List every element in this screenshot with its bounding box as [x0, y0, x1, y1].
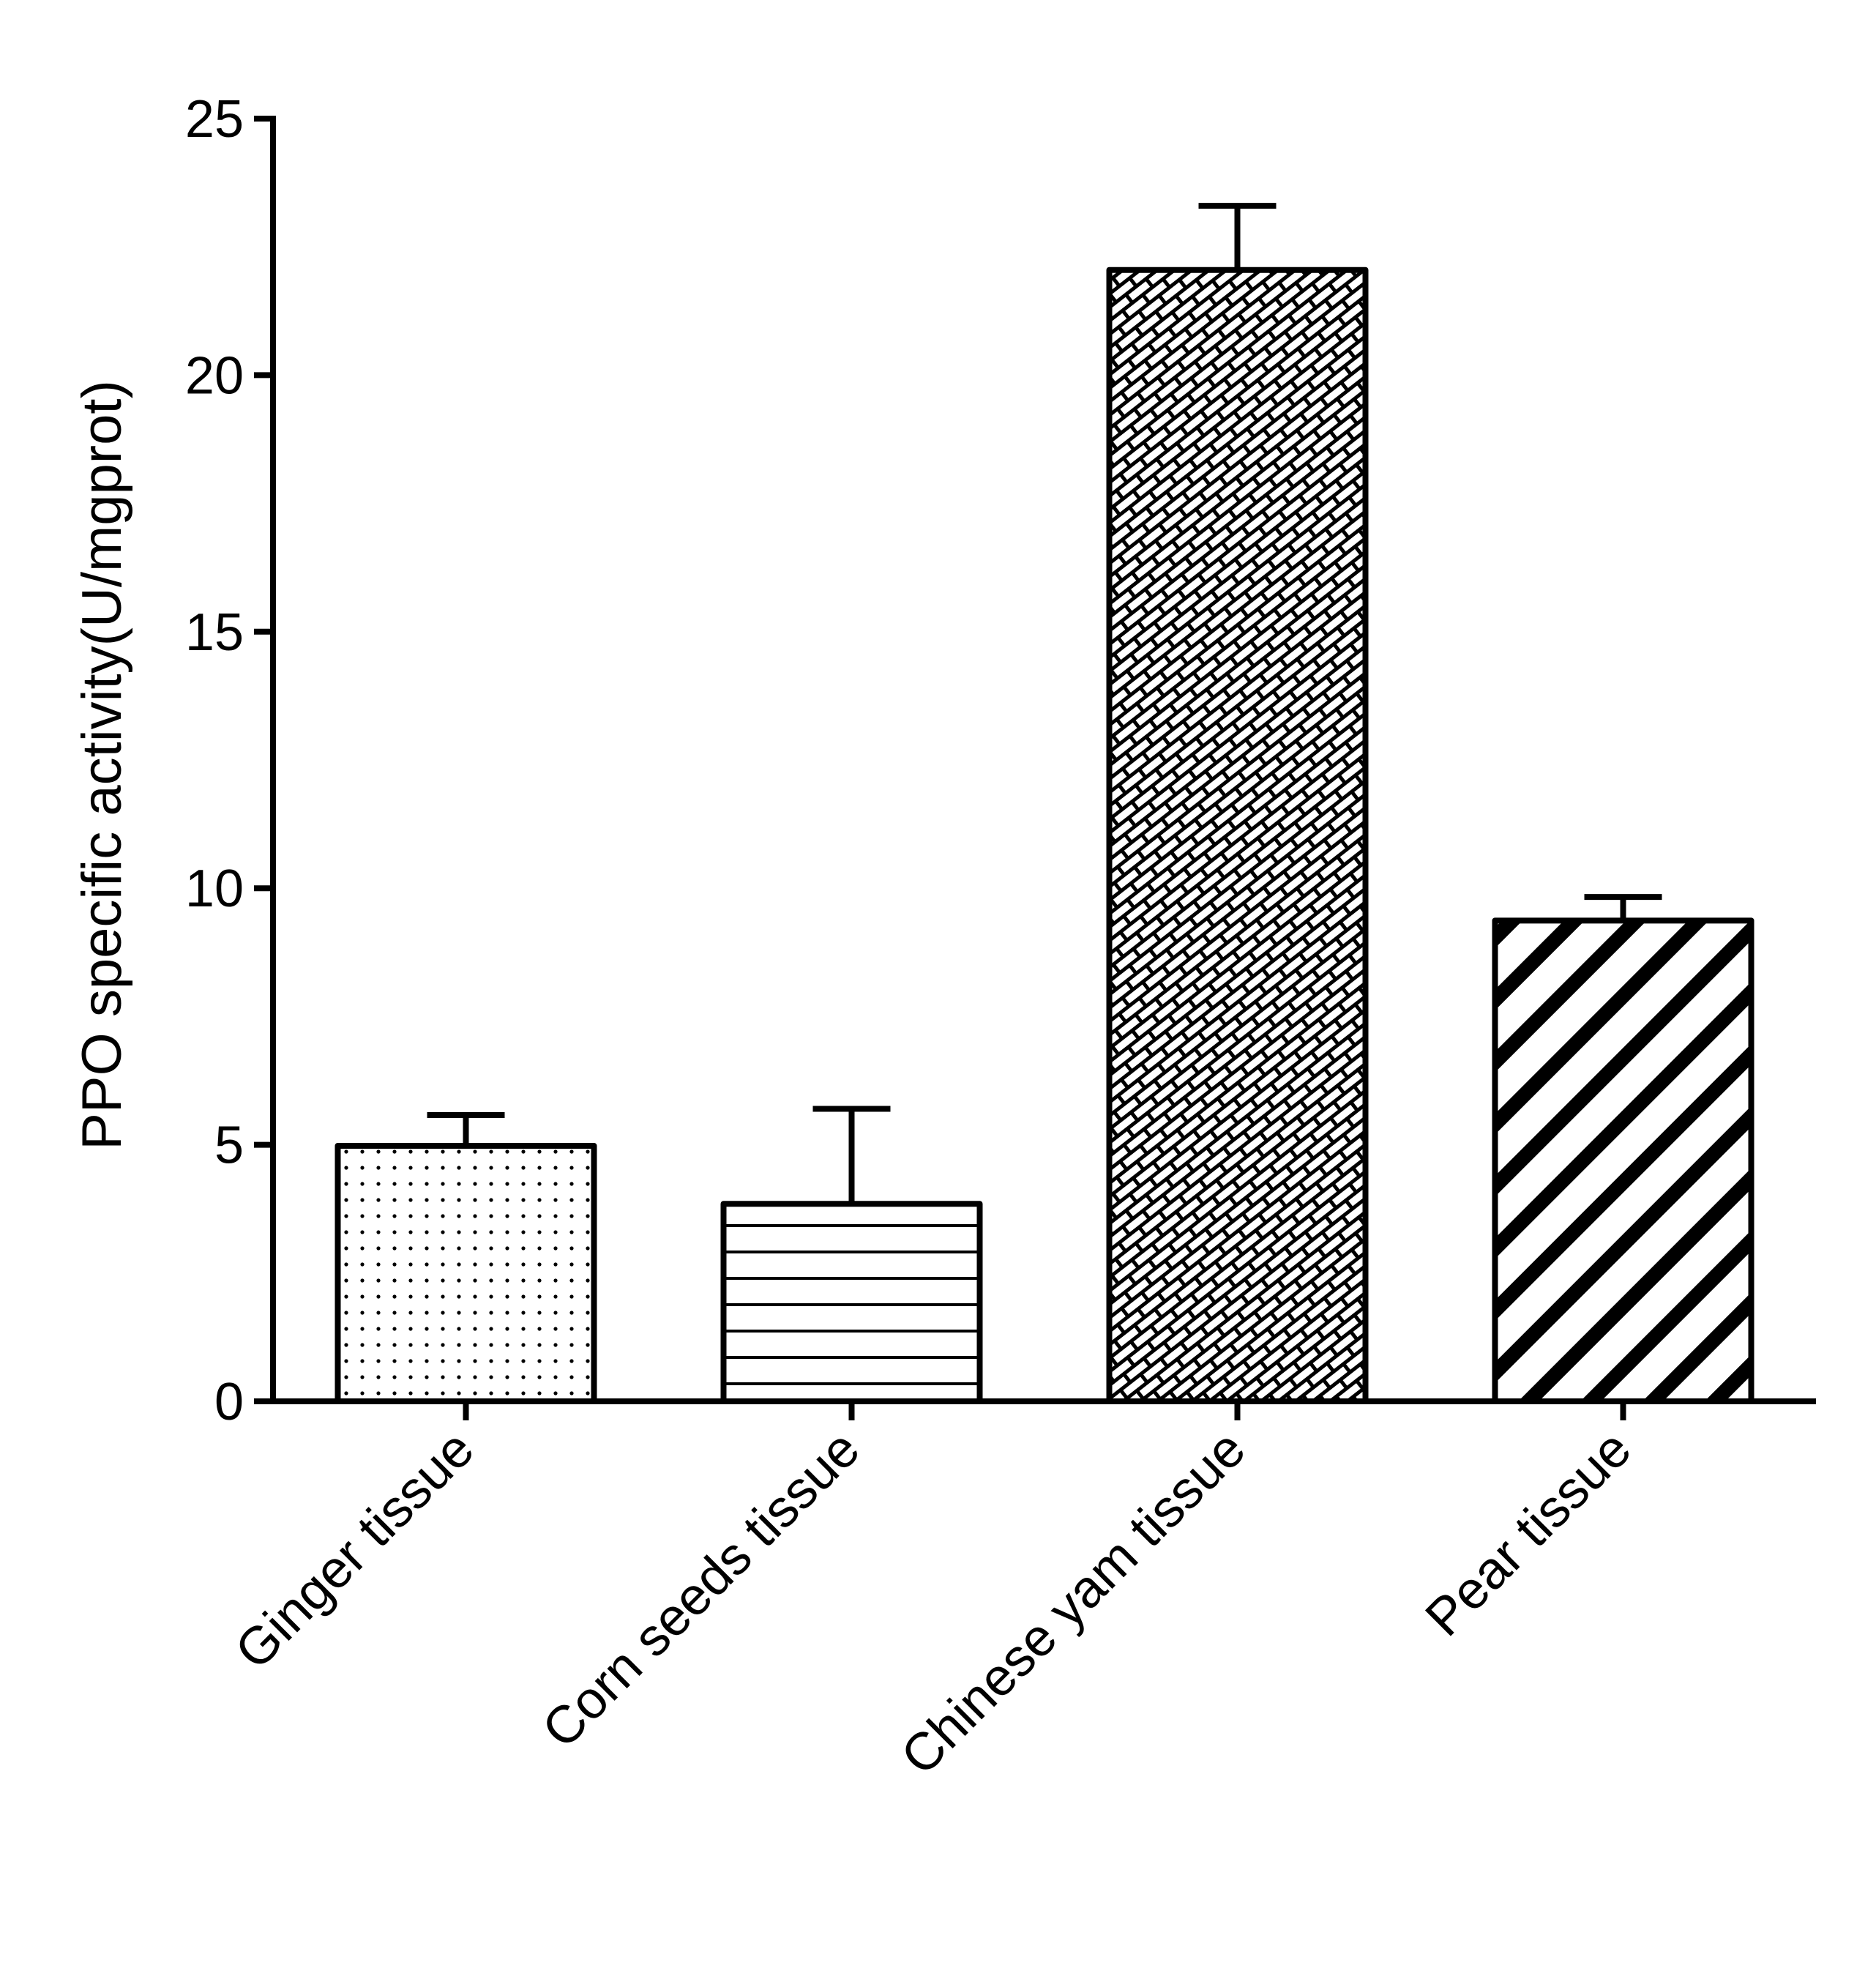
x-tick-label: Pear tissue — [1415, 1420, 1643, 1647]
bar — [335, 1143, 597, 1404]
bar — [1106, 267, 1369, 1405]
y-tick-label: 5 — [214, 1117, 244, 1175]
bar — [1492, 917, 1754, 1404]
y-tick-label: 10 — [185, 860, 244, 918]
x-tick-label: Chinese yam tissue — [890, 1420, 1257, 1786]
x-tick-label: Corn seeds tissue — [531, 1420, 871, 1759]
y-tick-label: 15 — [185, 603, 244, 662]
y-axis-label: PPO specific activity(U/mgprot) — [71, 380, 133, 1150]
bar — [720, 1201, 983, 1405]
y-tick-label: 20 — [185, 346, 244, 405]
y-tick-label: 0 — [214, 1373, 244, 1431]
y-tick-label: 25 — [185, 90, 244, 149]
x-tick-label: Ginger tissue — [224, 1420, 485, 1681]
